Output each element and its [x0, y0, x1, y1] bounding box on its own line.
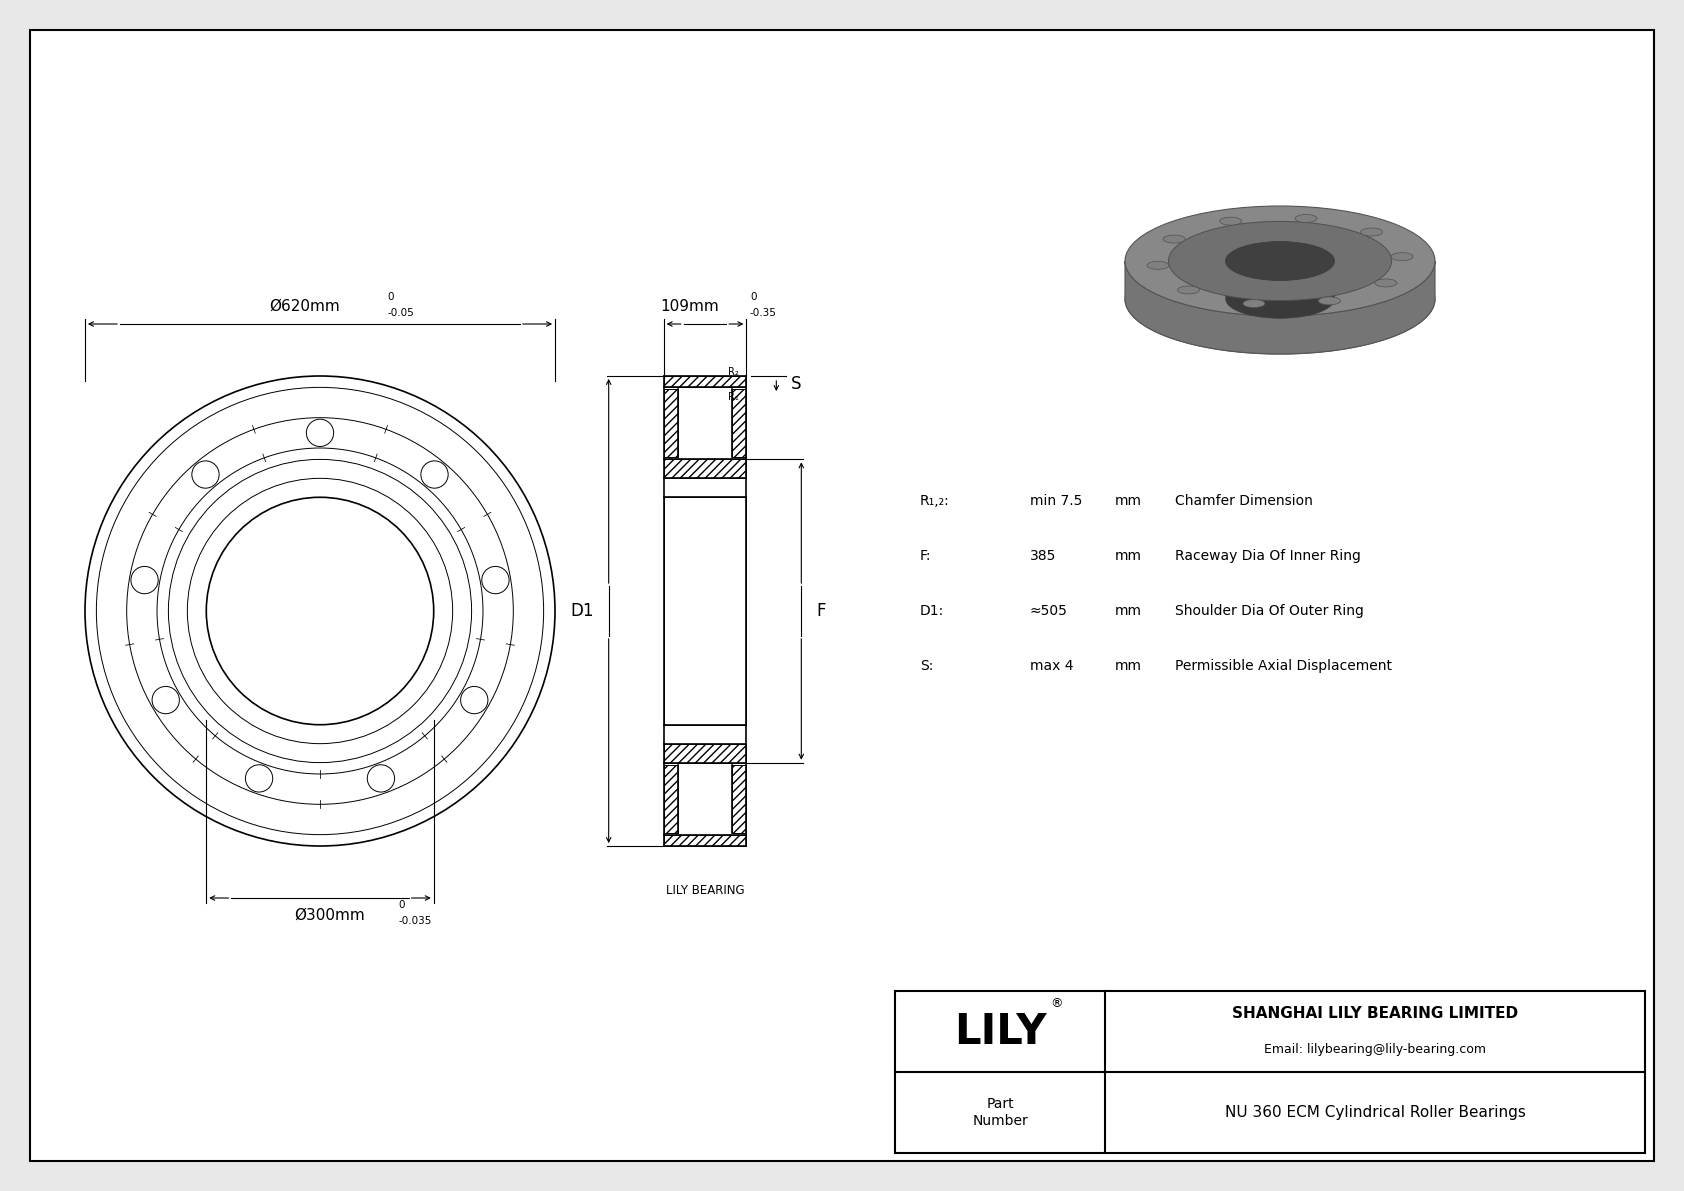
Text: S: S [791, 375, 802, 393]
Ellipse shape [1125, 244, 1435, 354]
Text: mm: mm [1115, 659, 1142, 673]
Bar [663, 376, 746, 387]
Polygon shape [1125, 261, 1435, 354]
Ellipse shape [1319, 297, 1340, 305]
Bar [663, 460, 746, 479]
Text: F: F [817, 601, 825, 621]
Text: R₂: R₂ [727, 367, 738, 378]
Text: R₁,₂:: R₁,₂: [919, 494, 950, 509]
Ellipse shape [1361, 227, 1383, 236]
Text: mm: mm [1115, 549, 1142, 563]
Text: -0.035: -0.035 [397, 916, 431, 925]
Bar [663, 835, 746, 846]
Text: 0: 0 [749, 292, 756, 303]
Text: ≈505: ≈505 [1031, 604, 1068, 618]
Text: -0.35: -0.35 [749, 308, 776, 318]
Text: mm: mm [1115, 494, 1142, 509]
Text: mm: mm [1115, 604, 1142, 618]
Polygon shape [1226, 261, 1334, 318]
Text: Permissible Axial Displacement: Permissible Axial Displacement [1175, 659, 1393, 673]
Ellipse shape [1226, 242, 1334, 280]
Text: Ø620mm: Ø620mm [269, 299, 340, 314]
Bar [663, 743, 746, 762]
Text: Part
Number: Part Number [972, 1097, 1027, 1128]
Text: 0: 0 [387, 292, 394, 303]
Ellipse shape [1295, 214, 1317, 223]
Text: F:: F: [919, 549, 931, 563]
Text: SHANGHAI LILY BEARING LIMITED: SHANGHAI LILY BEARING LIMITED [1233, 1006, 1517, 1021]
Ellipse shape [1391, 252, 1413, 261]
Bar [663, 498, 746, 724]
Text: LILY: LILY [953, 1010, 1046, 1053]
Bar [733, 389, 746, 457]
Ellipse shape [1177, 286, 1199, 294]
Text: 0: 0 [397, 900, 404, 910]
Text: Raceway Dia Of Inner Ring: Raceway Dia Of Inner Ring [1175, 549, 1361, 563]
Bar [663, 765, 679, 833]
Text: ®: ® [1051, 997, 1063, 1010]
Ellipse shape [1226, 242, 1334, 280]
Bar [894, 991, 1645, 1153]
Text: R₁: R₁ [727, 392, 738, 403]
Ellipse shape [1125, 206, 1435, 316]
Text: S:: S: [919, 659, 933, 673]
Bar [733, 765, 746, 833]
Text: -0.05: -0.05 [387, 308, 414, 318]
Ellipse shape [1147, 261, 1169, 269]
Ellipse shape [1169, 222, 1391, 300]
Bar [663, 389, 679, 457]
Text: Email: lilybearing@lily-bearing.com: Email: lilybearing@lily-bearing.com [1265, 1043, 1485, 1056]
Text: Chamfer Dimension: Chamfer Dimension [1175, 494, 1314, 509]
Text: 385: 385 [1031, 549, 1056, 563]
Text: D1: D1 [571, 601, 594, 621]
Text: 109mm: 109mm [660, 299, 719, 314]
Text: NU 360 ECM Cylindrical Roller Bearings: NU 360 ECM Cylindrical Roller Bearings [1224, 1105, 1526, 1120]
Text: LILY BEARING: LILY BEARING [665, 884, 744, 897]
Ellipse shape [1226, 280, 1334, 318]
Ellipse shape [1243, 299, 1265, 307]
Text: min 7.5: min 7.5 [1031, 494, 1083, 509]
Text: Shoulder Dia Of Outer Ring: Shoulder Dia Of Outer Ring [1175, 604, 1364, 618]
Text: max 4: max 4 [1031, 659, 1073, 673]
Text: D1:: D1: [919, 604, 945, 618]
Ellipse shape [1164, 235, 1186, 243]
Ellipse shape [1374, 279, 1398, 287]
Ellipse shape [1219, 217, 1241, 225]
Text: Ø300mm: Ø300mm [295, 908, 365, 923]
